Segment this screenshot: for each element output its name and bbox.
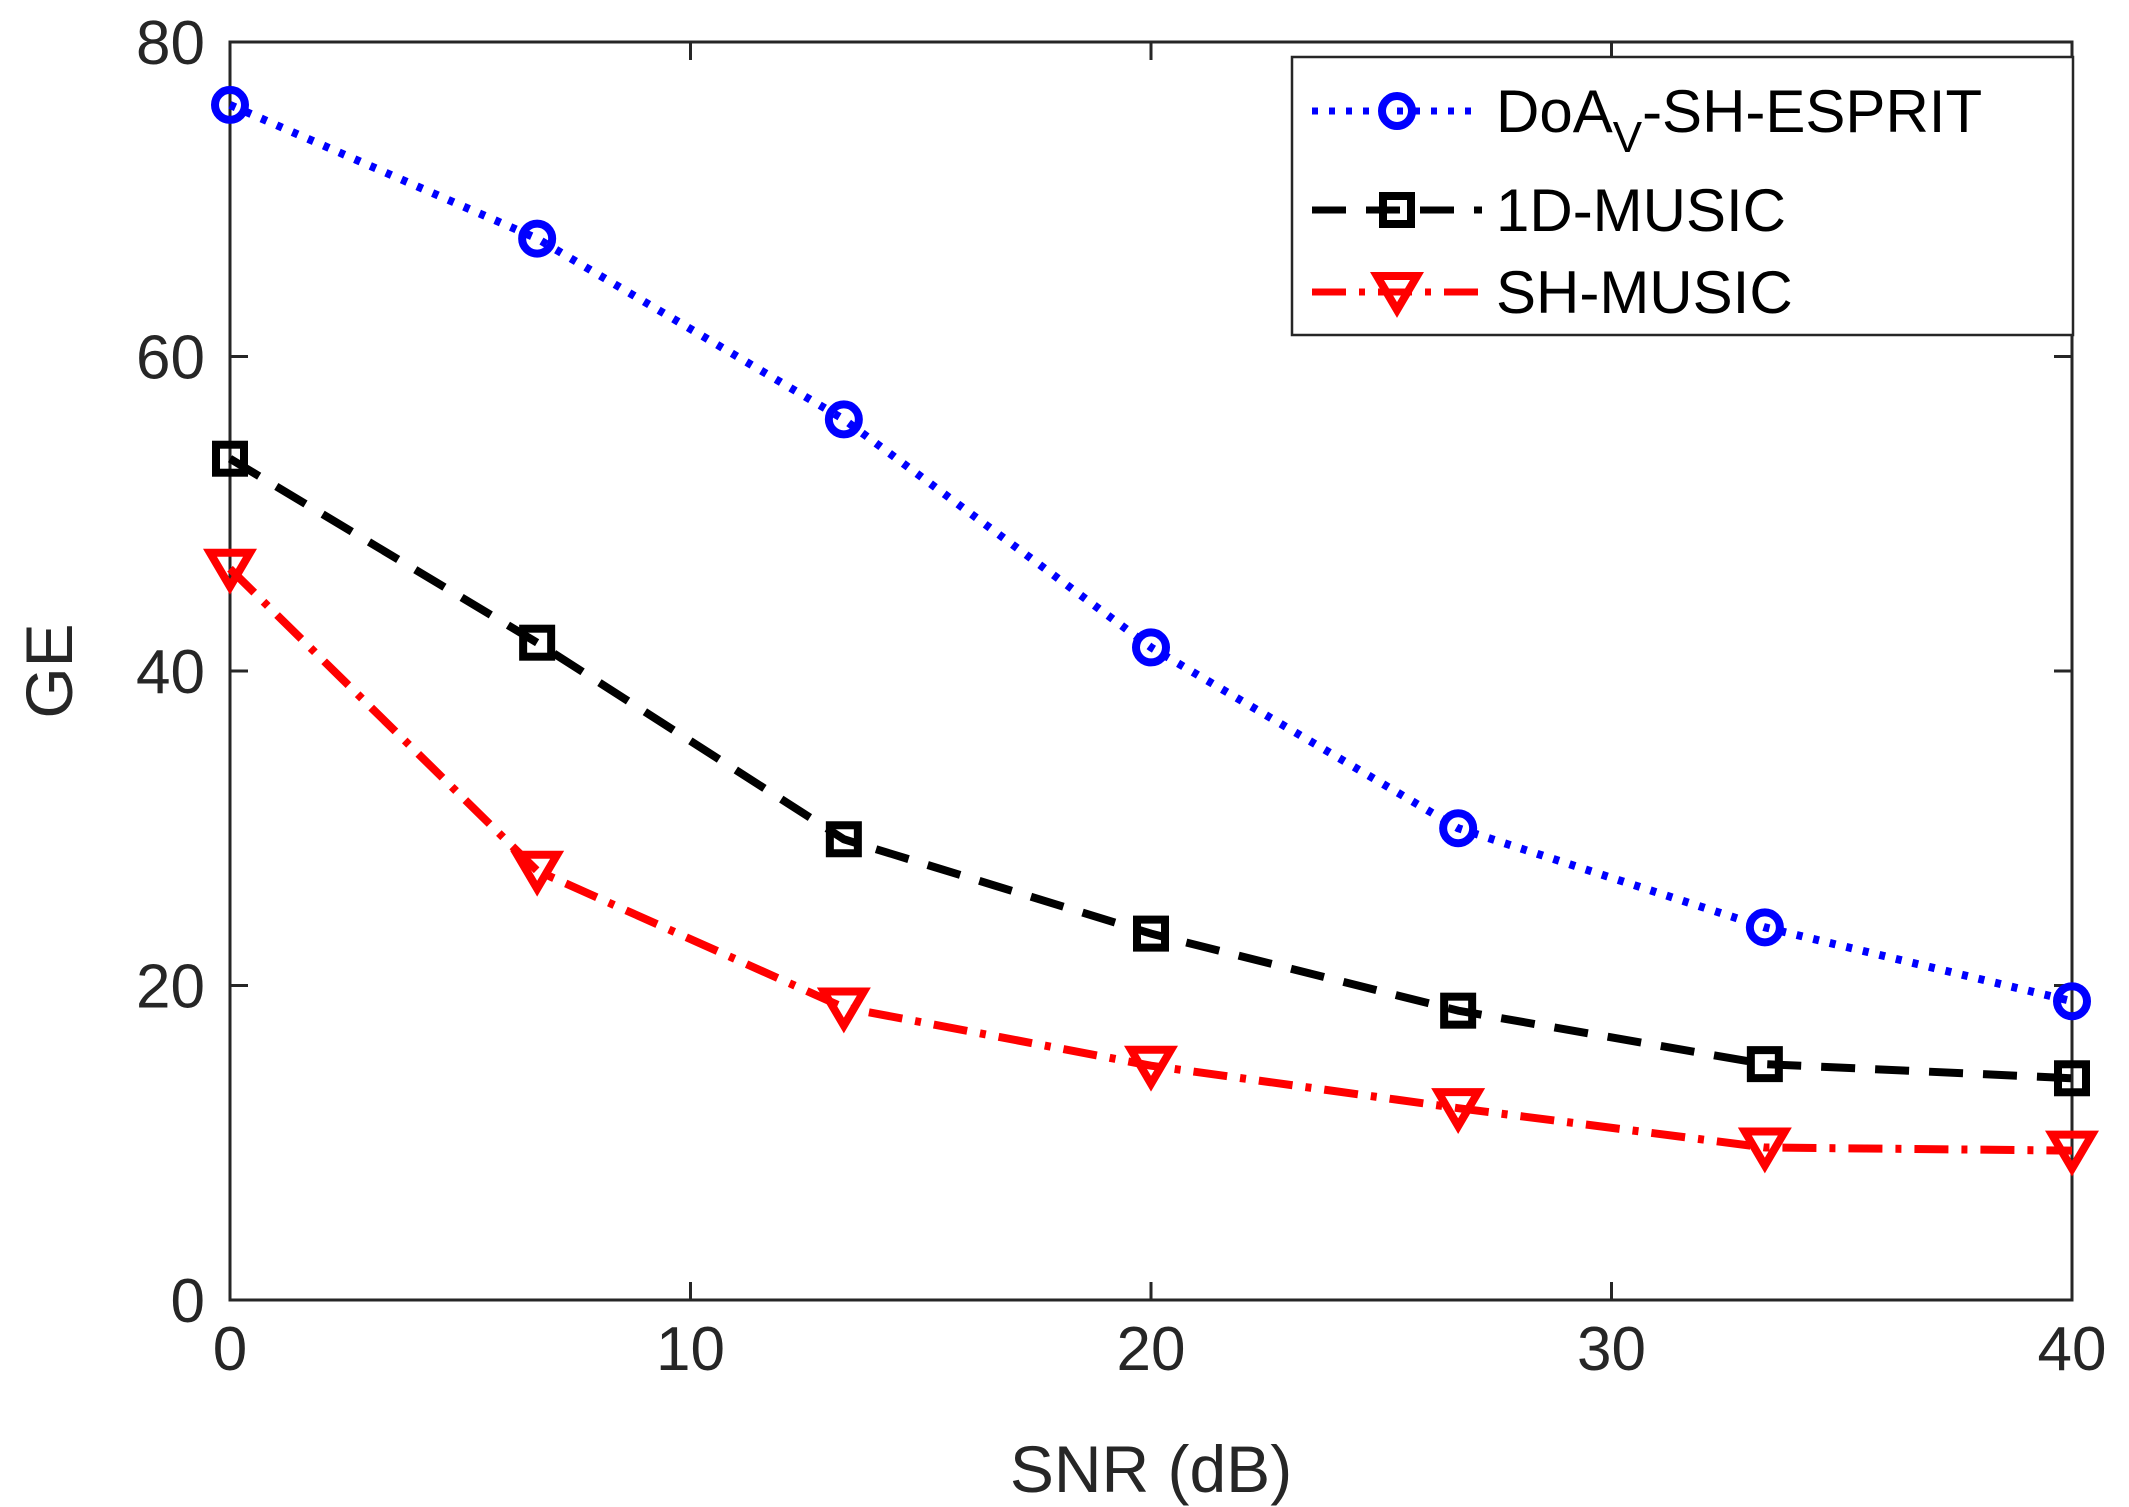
data-point-2-4 [1431,1088,1486,1135]
legend: DoAV-SH-ESPRIT 1D-MUSIC SH-MUSIC [1290,55,2075,337]
axis-ticks: 0 10 20 30 40 0 20 40 60 80 [136,9,2106,1384]
data-point-1-3 [1133,915,1169,952]
data-point-2-0 [203,548,257,595]
data-point-0-4 [1439,809,1478,848]
series-1 [212,440,2090,1097]
data-point-0-0 [211,85,249,124]
legend-marker-0 [1378,92,1416,130]
series-layer [203,85,2099,1177]
y-tick-label-2: 40 [136,638,205,707]
legend-box [1290,55,2075,337]
series-2 [203,548,2099,1177]
y-tick-label-1: 20 [136,953,205,1022]
x-tick-label-1: 10 [656,1315,725,1384]
data-point-0-2 [824,400,863,439]
x-tick-label-0: 0 [213,1315,247,1384]
series-line-2 [227,565,2073,1155]
x-tick-label-3: 30 [1577,1315,1646,1384]
series-line-1 [227,455,2073,1083]
data-point-0-3 [1132,628,1170,667]
series-line-0 [228,101,2073,1006]
y-tick-label-3: 60 [136,324,205,393]
data-point-0-6 [2053,982,2091,1021]
data-point-2-6 [2045,1130,2099,1177]
legend-entry-sh-music: SH-MUSIC [1312,259,1793,326]
data-point-1-4 [1440,992,1477,1029]
x-tick-label-2: 20 [1117,1315,1186,1384]
legend-marker-2 [1370,272,1424,318]
y-tick-label-4: 80 [136,9,205,78]
data-point-2-1 [510,850,565,897]
data-point-1-5 [1746,1046,1783,1083]
x-axis-title: SNR (dB) [1010,1432,1292,1506]
legend-marker-1 [1379,192,1415,228]
y-tick-label-0: 0 [171,1267,205,1336]
data-point-0-1 [518,219,557,258]
data-point-1-2 [825,821,862,858]
legend-label-doa-subscript: V [1613,113,1643,162]
data-point-0-5 [1745,908,1784,947]
legend-entry-1d-music: 1D-MUSIC [1312,177,1786,244]
legend-label-doa-rest: -SH-ESPRIT [1642,78,1982,145]
y-axis-title: GE [12,623,86,718]
legend-label-doa-main: DoA [1496,78,1613,145]
data-point-2-3 [1124,1045,1178,1092]
series-0 [211,85,2091,1021]
legend-label-doa-sh-esprit: DoAV-SH-ESPRIT [1496,78,1982,162]
data-point-1-6 [2054,1060,2090,1097]
x-tick-label-4: 40 [2038,1315,2107,1384]
legend-label-sh-music: SH-MUSIC [1496,259,1793,326]
data-point-1-1 [519,624,556,661]
data-point-1-0 [212,440,248,477]
legend-entry-doa-sh-esprit: DoAV-SH-ESPRIT [1312,78,1982,162]
legend-label-1d-music: 1D-MUSIC [1496,177,1786,244]
data-point-2-2 [816,987,871,1034]
data-point-2-5 [1737,1127,1792,1174]
